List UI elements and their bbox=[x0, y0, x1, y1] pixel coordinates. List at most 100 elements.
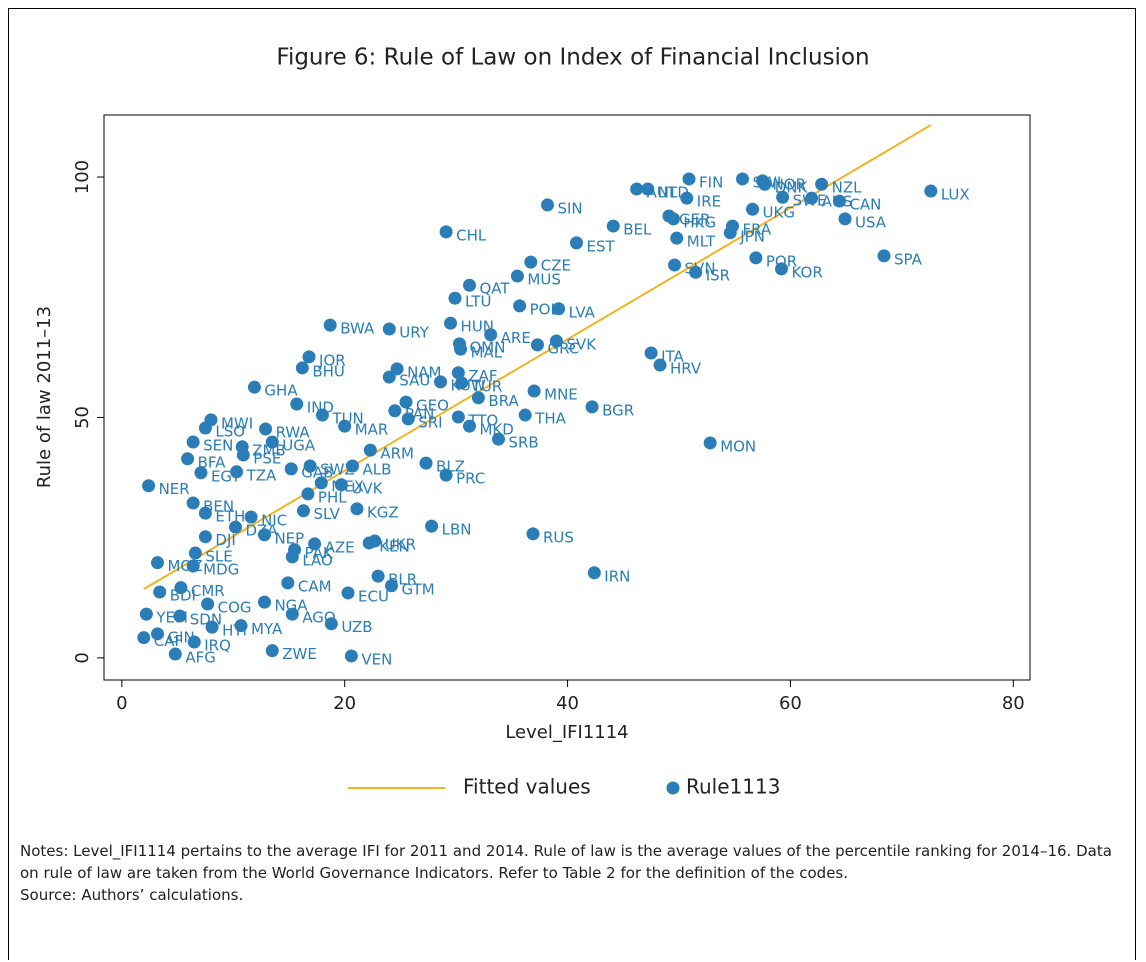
point-label: NIC bbox=[261, 511, 287, 529]
point bbox=[462, 278, 476, 292]
point bbox=[345, 459, 359, 473]
point-label: POR bbox=[766, 252, 797, 270]
point-label: MON bbox=[720, 437, 756, 455]
y-axis-label: Rule of law 2011–13 bbox=[34, 306, 55, 488]
point-label: MNE bbox=[544, 386, 578, 404]
point bbox=[290, 397, 304, 411]
point-label: URY bbox=[399, 323, 429, 341]
point bbox=[425, 519, 439, 533]
point bbox=[524, 255, 538, 269]
point-label: GTM bbox=[401, 580, 434, 598]
point bbox=[338, 419, 352, 433]
point-label: NLD bbox=[658, 184, 689, 202]
point-label: GER bbox=[679, 210, 711, 228]
point bbox=[666, 212, 680, 226]
point bbox=[150, 556, 164, 570]
point-label: ZWE bbox=[282, 645, 317, 663]
point bbox=[236, 448, 250, 462]
point-label: NER bbox=[159, 480, 190, 498]
point bbox=[805, 191, 819, 205]
point-label: ETH bbox=[215, 508, 245, 526]
point-label: ARE bbox=[501, 329, 531, 347]
point bbox=[832, 194, 846, 208]
point-label: LBN bbox=[442, 521, 472, 539]
point bbox=[302, 350, 316, 364]
point bbox=[680, 191, 694, 205]
point-label: SRB bbox=[508, 434, 538, 452]
point bbox=[552, 302, 566, 316]
point bbox=[439, 225, 453, 239]
point-label: FRA bbox=[742, 221, 771, 239]
point-label: ITA bbox=[661, 348, 684, 366]
point bbox=[703, 436, 717, 450]
point bbox=[181, 452, 195, 466]
point bbox=[382, 370, 396, 384]
point-label: TUR bbox=[471, 377, 503, 395]
point bbox=[454, 342, 468, 356]
point bbox=[137, 631, 151, 645]
point bbox=[244, 510, 258, 524]
point-label: CAN bbox=[849, 196, 881, 214]
point bbox=[362, 536, 376, 550]
point bbox=[689, 265, 703, 279]
point-label: SAU bbox=[399, 372, 430, 390]
point-label: CHL bbox=[456, 226, 487, 244]
point-label: LTU bbox=[465, 293, 491, 311]
point bbox=[924, 184, 938, 198]
fitted-line bbox=[143, 124, 932, 590]
point-label: KOR bbox=[792, 263, 823, 281]
y-tick-label: 100 bbox=[72, 160, 93, 194]
point bbox=[399, 395, 413, 409]
point-label: GHA bbox=[264, 382, 298, 400]
point-label: BEL bbox=[623, 221, 652, 239]
point-label: DNK bbox=[775, 179, 809, 197]
x-tick-label: 0 bbox=[116, 693, 127, 714]
x-axis-label: Level_IFI1114 bbox=[505, 722, 628, 743]
point bbox=[334, 478, 348, 492]
x-tick-label: 40 bbox=[556, 693, 579, 714]
point bbox=[284, 462, 298, 476]
x-tick-label: 60 bbox=[779, 693, 802, 714]
point-label: ISR bbox=[706, 267, 730, 285]
point-label: HKG bbox=[683, 213, 716, 231]
point-label: ARM bbox=[380, 445, 414, 463]
point-label: PRC bbox=[456, 470, 485, 488]
point-label: CAF bbox=[154, 632, 183, 650]
point bbox=[363, 443, 377, 457]
point-label: AZE bbox=[325, 538, 355, 556]
point-label: CAM bbox=[298, 577, 332, 595]
chart: Figure 6: Rule of Law on Index of Financ… bbox=[34, 45, 1031, 799]
point-label: THA bbox=[534, 410, 566, 428]
point-label: AUT bbox=[647, 184, 678, 202]
point-label: RUS bbox=[543, 528, 574, 546]
point bbox=[630, 182, 644, 196]
point bbox=[198, 530, 212, 544]
point bbox=[186, 435, 200, 449]
point bbox=[451, 366, 465, 380]
point bbox=[388, 404, 402, 418]
legend-label: Fitted values bbox=[463, 775, 591, 799]
point bbox=[518, 408, 532, 422]
point bbox=[186, 559, 200, 573]
point bbox=[265, 644, 279, 658]
point-label: PAK bbox=[305, 544, 334, 562]
point bbox=[401, 412, 415, 426]
point bbox=[455, 376, 469, 390]
point-label: IRQ bbox=[204, 637, 231, 655]
legend-marker bbox=[666, 781, 680, 795]
source-text: Source: Authors’ calculations. bbox=[20, 886, 244, 904]
point-label: MAR bbox=[355, 421, 389, 439]
point-label: BFA bbox=[198, 453, 227, 471]
point bbox=[653, 358, 667, 372]
point-label: PHL bbox=[318, 488, 347, 506]
point bbox=[153, 585, 167, 599]
point-label: LUX bbox=[941, 185, 970, 203]
point bbox=[228, 520, 242, 534]
point bbox=[188, 546, 202, 560]
point bbox=[303, 459, 317, 473]
point bbox=[230, 465, 244, 479]
point-label: KEN bbox=[379, 537, 410, 555]
point bbox=[776, 190, 790, 204]
point-label: SEN bbox=[203, 436, 233, 454]
